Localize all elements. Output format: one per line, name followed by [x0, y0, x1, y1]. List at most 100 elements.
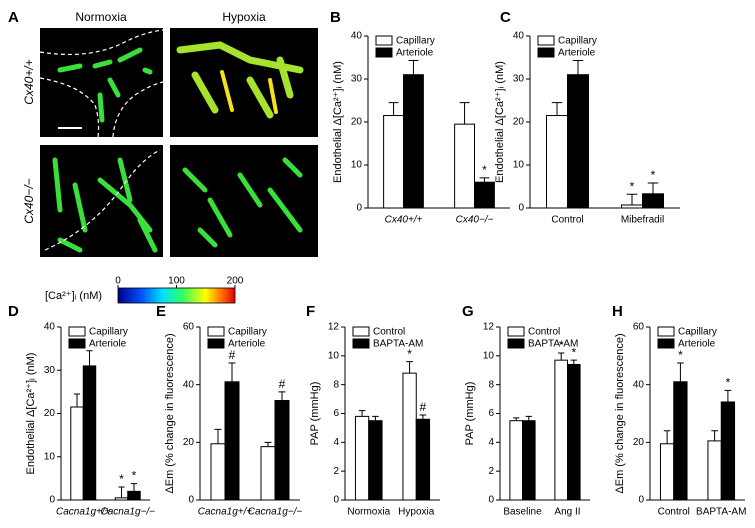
legend-label: Arteriole [228, 339, 266, 350]
error-bar [572, 60, 584, 75]
error-bar [459, 102, 470, 125]
error-bar [73, 393, 81, 408]
legend-swatch [352, 338, 370, 349]
y-tick-label: 20 [183, 437, 195, 448]
bar [224, 381, 240, 501]
error-bar [711, 430, 718, 441]
panel-letter: H [612, 303, 623, 320]
bar [554, 359, 569, 501]
error-bar [408, 60, 419, 75]
bar [546, 115, 568, 209]
y-tick-label: 10 [483, 350, 495, 361]
y-axis-label: Endothelial Δ[Ca²⁺]ᵢ (nM) [494, 61, 506, 183]
legend-label: Capillary [228, 327, 267, 338]
significance-mark: * [726, 376, 731, 390]
x-tick-label: Hypoxia [398, 507, 435, 518]
y-tick-label: 20 [351, 117, 363, 128]
y-tick-label: 10 [513, 160, 525, 171]
bar [368, 420, 383, 501]
legend-label: BAPTA-AM [528, 339, 578, 350]
legend-swatch [207, 338, 225, 349]
significance-mark: # [229, 348, 236, 362]
y-tick-label: 0 [518, 203, 524, 214]
y-axis-label: ΔEm (% change in fluorescence) [614, 333, 626, 493]
bar [82, 365, 97, 501]
error-bar [677, 362, 684, 382]
x-tick-label: Ang II [554, 507, 580, 518]
y-tick-label: 40 [513, 31, 525, 42]
error-bar [570, 359, 577, 365]
error-bar [388, 102, 399, 116]
legend-swatch [207, 326, 225, 337]
y-tick-label: 30 [44, 365, 56, 376]
bar [621, 204, 643, 209]
y-axis-label: Endothelial Δ[Ca²⁺]ᵢ (nM) [25, 353, 37, 475]
row-label: Cx40−/− [22, 178, 36, 223]
colorbar [117, 287, 236, 304]
bar [454, 123, 475, 209]
bar [474, 181, 495, 209]
y-tick-label: 40 [351, 31, 363, 42]
panel-letter: A [8, 9, 19, 26]
y-tick-label: 0 [333, 495, 339, 506]
significance-mark: * [482, 163, 487, 177]
y-tick-label: 40 [633, 379, 645, 390]
y-axis-label: ΔEm (% change in fluorescence) [164, 333, 176, 493]
legend-swatch [657, 326, 675, 337]
legend-swatch [352, 326, 370, 337]
column-label: Hypoxia [222, 10, 266, 24]
significance-mark: # [420, 400, 427, 414]
cells [52, 41, 304, 253]
x-tick-label: Mibefradil [621, 215, 664, 226]
y-tick-label: 40 [44, 322, 56, 333]
y-tick-label: 4 [488, 437, 494, 448]
y-tick-label: 30 [513, 74, 525, 85]
bar [567, 363, 581, 501]
legend-label: Capillary [89, 327, 128, 338]
y-tick-label: 10 [351, 160, 363, 171]
row-label: Cx40+/+ [22, 59, 36, 104]
error-bar [130, 483, 138, 492]
y-tick-label: 30 [351, 74, 363, 85]
significance-mark: * [559, 338, 564, 352]
bar [274, 400, 290, 501]
error-bar [264, 441, 272, 447]
bar [642, 193, 664, 209]
error-bar [626, 193, 638, 205]
legend-label: BAPTA-AM [373, 339, 423, 350]
panel-letter: G [462, 303, 474, 320]
error-bar [419, 414, 427, 420]
bar [522, 420, 536, 501]
y-tick-label: 4 [333, 437, 339, 448]
bar [260, 446, 276, 501]
y-tick-label: 0 [638, 495, 644, 506]
panel-letter: B [330, 9, 341, 26]
x-tick-label: Cacna1g+/+ [198, 507, 253, 518]
y-tick-label: 6 [488, 408, 494, 419]
bar [403, 74, 424, 209]
colorbar-label: [Ca²⁺]ᵢ (nM) [45, 290, 102, 302]
y-tick-label: 0 [488, 495, 494, 506]
error-bar [372, 415, 379, 421]
significance-mark: * [630, 179, 635, 193]
legend-label: Capillary [558, 36, 597, 47]
y-axis-label: Endothelial Δ[Ca²⁺]ᵢ (nM) [332, 61, 344, 183]
y-tick-label: 20 [633, 437, 645, 448]
y-tick-label: 8 [488, 379, 494, 390]
y-tick-label: 20 [44, 408, 56, 419]
y-tick-label: 10 [44, 451, 56, 462]
legend-swatch [507, 338, 525, 349]
error-bar [358, 410, 366, 417]
bar [720, 401, 736, 501]
x-tick-label: BAPTA-AM [696, 507, 746, 518]
legend-label: Capillary [678, 327, 717, 338]
bar [509, 420, 523, 501]
bar [402, 372, 417, 501]
legend-swatch [68, 326, 86, 337]
y-tick-label: 12 [483, 322, 495, 333]
significance-mark: * [132, 469, 137, 483]
y-tick-label: 2 [488, 466, 494, 477]
error-bar [86, 350, 93, 366]
y-tick-label: 8 [333, 379, 339, 390]
